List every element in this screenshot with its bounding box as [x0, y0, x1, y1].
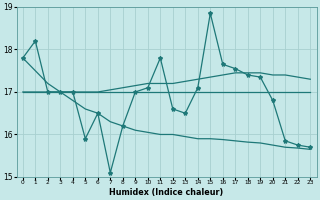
X-axis label: Humidex (Indice chaleur): Humidex (Indice chaleur): [109, 188, 224, 197]
